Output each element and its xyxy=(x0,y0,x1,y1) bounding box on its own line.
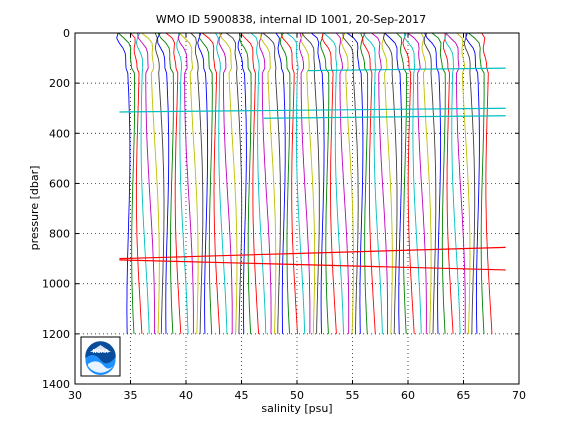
salinity-profile-line xyxy=(300,32,316,334)
salinity-profile-line xyxy=(116,32,131,334)
salinity-profile-line xyxy=(445,32,466,334)
x-axis-ticks: 30 35 40 45 50 55 60 65 70 xyxy=(68,33,526,402)
y-axis-label: pressure [dbar] xyxy=(28,166,41,251)
salinity-profile-line xyxy=(320,32,330,334)
salinity-profile-line xyxy=(424,32,442,334)
y-tick-label: 200 xyxy=(49,77,70,90)
salinity-profile-line xyxy=(456,32,471,334)
y-tick-label: 1200 xyxy=(42,328,70,341)
salinity-profile-line xyxy=(201,32,221,334)
reference-line xyxy=(119,259,506,271)
salinity-profile-line xyxy=(218,32,233,334)
salinity-profile-line xyxy=(279,32,291,334)
salinity-profile-line xyxy=(262,32,281,334)
salinity-profile-line xyxy=(118,32,136,334)
y-tick-label: 800 xyxy=(49,228,70,241)
salinity-profile-line xyxy=(423,32,437,334)
reference-line xyxy=(263,115,506,119)
reference-line xyxy=(119,107,506,113)
salinity-profile-line xyxy=(260,32,277,334)
salinity-profile-line xyxy=(342,32,359,334)
noaa-logo-text: NOAA xyxy=(92,349,108,355)
salinity-profile-line xyxy=(371,32,389,334)
salinity-profile-line xyxy=(137,32,156,334)
x-tick-label: 60 xyxy=(401,389,415,402)
salinity-profile-line xyxy=(468,32,485,334)
salinity-profile-line xyxy=(442,32,454,334)
x-tick-label: 55 xyxy=(346,389,360,402)
reference-lines xyxy=(119,67,506,271)
x-tick-label: 40 xyxy=(179,389,193,402)
salinity-profile-line xyxy=(346,32,364,334)
salinity-profile-line xyxy=(407,32,427,334)
salinity-profile-line xyxy=(463,32,476,334)
salinity-profile-line xyxy=(135,32,150,334)
salinity-profile-line xyxy=(362,32,376,334)
salinity-profile-line xyxy=(280,32,298,334)
salinity-profile-line xyxy=(239,32,252,334)
salinity-profile-line xyxy=(311,32,325,334)
salinity-profile-line xyxy=(154,32,165,334)
salinity-profile-line xyxy=(157,32,170,334)
plot-area: 30 35 40 45 50 55 60 65 70 0 200 400 600 800 1000 1200… xyxy=(42,27,526,402)
salinity-profile-line xyxy=(341,32,354,334)
reference-line xyxy=(119,246,506,260)
salinity-profile-line xyxy=(360,32,369,334)
x-tick-label: 35 xyxy=(124,389,138,402)
salinity-profile-line xyxy=(481,32,493,334)
salinity-profile-line xyxy=(177,32,194,334)
y-tick-label: 0 xyxy=(63,27,70,40)
salinity-profile-line xyxy=(321,32,337,334)
salinity-profile-line xyxy=(141,32,160,334)
salinity-profile-line xyxy=(431,32,446,334)
salinity-profile-line xyxy=(178,32,199,334)
x-tick-label: 45 xyxy=(235,389,249,402)
salinity-profile-line xyxy=(396,32,407,334)
y-tick-label: 400 xyxy=(49,127,70,140)
x-tick-label: 50 xyxy=(290,389,304,402)
salinity-profile-line xyxy=(197,32,209,334)
salinity-profile-line xyxy=(382,32,398,334)
y-axis-ticks: 0 200 400 600 800 1000 1200 1400 xyxy=(42,27,519,391)
salinity-profile-line xyxy=(275,32,286,334)
salinity-profile-line xyxy=(157,32,174,334)
salinity-profile-line xyxy=(420,32,432,334)
salinity-profile-line xyxy=(130,32,143,334)
x-axis-label: salinity [psu] xyxy=(261,402,332,415)
salinity-profile-line xyxy=(198,33,213,334)
y-tick-label: 1400 xyxy=(42,378,70,391)
salinity-profile-line xyxy=(403,32,422,334)
salinity-profile-line xyxy=(286,32,306,334)
salinity-profile-line xyxy=(301,32,320,334)
noaa-logo: NOAA xyxy=(80,336,121,377)
salinity-profile-line xyxy=(240,32,260,334)
salinity-profile-line xyxy=(384,32,403,334)
chart-title: WMO ID 5900838, internal ID 1001, 20-Sep… xyxy=(156,13,426,26)
x-tick-label: 70 xyxy=(512,389,526,402)
salinity-profile-line xyxy=(250,32,267,334)
y-tick-label: 600 xyxy=(49,177,70,190)
x-tick-label: 30 xyxy=(68,389,82,402)
salinity-profile-line xyxy=(190,32,204,334)
salinity-profile-line xyxy=(165,32,182,334)
salinity-profile-line xyxy=(381,32,393,334)
y-tick-label: 1000 xyxy=(42,278,70,291)
salinity-profile-line xyxy=(176,32,189,334)
salinity-profile-line xyxy=(258,32,272,334)
x-tick-label: 65 xyxy=(457,389,471,402)
reference-line xyxy=(308,67,506,72)
salinity-profile-line xyxy=(298,32,311,334)
salinity-profile-line xyxy=(218,32,238,334)
salinity-profiles xyxy=(116,32,493,334)
salinity-profile-line xyxy=(237,32,247,334)
salinity-profile-line xyxy=(225,32,243,334)
salinity-profile-line xyxy=(323,32,344,334)
salinity-profile-line xyxy=(444,32,461,334)
salinity-profile-line xyxy=(362,32,383,334)
salinity-profile-line xyxy=(335,32,350,334)
salinity-profile-line xyxy=(465,32,480,334)
salinity-profile-line xyxy=(402,32,415,334)
salinity-profile-line xyxy=(215,32,228,334)
